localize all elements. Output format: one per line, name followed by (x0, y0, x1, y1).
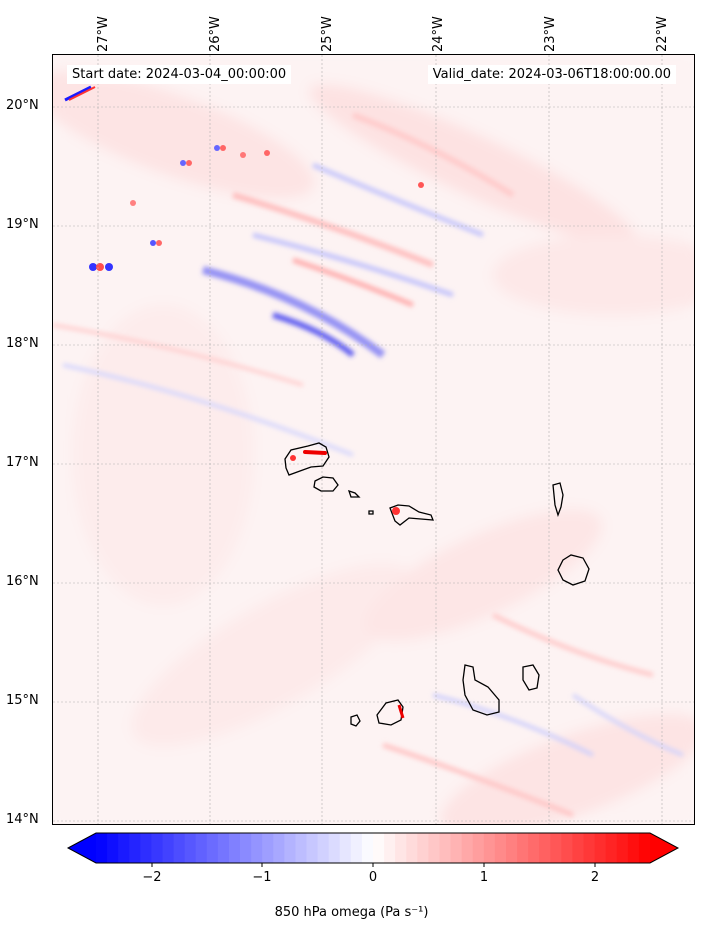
colorbar-extend-max (650, 833, 678, 863)
colorbar-segment (494, 833, 507, 863)
colorbar-segment (572, 833, 585, 863)
colorbar-segment (295, 833, 308, 863)
colorbar-segment (217, 833, 230, 863)
colorbar-segment (395, 833, 407, 863)
colorbar-segment (240, 833, 252, 863)
island-boa-vista (557, 554, 590, 586)
colorbar-segment (461, 833, 474, 863)
island-santo-antao (284, 442, 330, 476)
colorbar-tick-label: 1 (479, 870, 489, 885)
island-hotspots (290, 450, 405, 719)
lat-tick-label: 19°N (6, 217, 39, 232)
colorbar-tick-label: 2 (590, 870, 600, 885)
colorbar-segment (505, 833, 518, 863)
colorbar-segment (251, 833, 263, 863)
omega-background-field (53, 55, 694, 824)
colorbar-segment (317, 833, 330, 863)
colorbar-segments (96, 833, 651, 863)
colorbar-segment (118, 833, 130, 863)
colorbar-segment (140, 833, 152, 863)
colorbar-segment (284, 833, 297, 863)
colorbar-label: 850 hPa omega (Pa s⁻¹) (274, 905, 429, 920)
colorbar-segment (350, 833, 363, 863)
colorbar-segment (517, 833, 529, 863)
omega-wave-bands (53, 112, 684, 818)
colorbar-segment (129, 833, 141, 863)
omega-dipole-cells (64, 85, 424, 271)
colorbar-segment (439, 833, 452, 863)
colorbar-segment (162, 833, 175, 863)
island-sao-vicente (313, 476, 339, 492)
island-brava (350, 714, 361, 727)
island-santa-luzia (347, 489, 361, 498)
colorbar-tick-label: −2 (142, 870, 162, 885)
colorbar-segment (550, 833, 562, 863)
colorbar-outline (66, 832, 680, 864)
colorbar-segment (539, 833, 551, 863)
omega-field-map (53, 55, 694, 824)
colorbar-segment (638, 833, 651, 863)
colorbar-segment (616, 833, 629, 863)
colorbar-segment (206, 833, 219, 863)
colorbar-segment (361, 833, 374, 863)
island-santiago (462, 664, 500, 716)
colorbar-segment (384, 833, 396, 863)
colorbar-segment (273, 833, 285, 863)
map-panel: Start date: 2024-03-04_00:00:00 Valid_da… (52, 54, 695, 825)
colorbar-segment (107, 833, 119, 863)
colorbar-segment (184, 833, 197, 863)
colorbar-extend-min (68, 833, 96, 863)
colorbar-segment (483, 833, 496, 863)
colorbar-tick-label: −1 (252, 870, 272, 885)
colorbar-segment (605, 833, 618, 863)
colorbar-segment (561, 833, 574, 863)
map-gridlines (53, 55, 694, 824)
colorbar-segment (151, 833, 164, 863)
lat-tick-label: 15°N (6, 693, 39, 708)
island-raso (368, 510, 374, 515)
colorbar-segment (373, 833, 385, 863)
lat-tick-label: 16°N (6, 574, 39, 589)
colorbar-segment (417, 833, 429, 863)
lat-tick-label: 20°N (6, 98, 39, 113)
colorbar-segment (262, 833, 274, 863)
valid-date-label: Valid_date: 2024-03-06T18:00:00.00 (427, 65, 676, 84)
colorbar-segment (195, 833, 208, 863)
colorbar-segment (406, 833, 418, 863)
colorbar-segment (627, 833, 640, 863)
colorbar-segment (428, 833, 441, 863)
island-sal (552, 482, 564, 518)
start-date-label: Start date: 2024-03-04_00:00:00 (67, 65, 292, 84)
colorbar-tick-label: 0 (368, 870, 378, 885)
colorbar-segment (173, 833, 186, 863)
colorbar-segment (594, 833, 607, 863)
colorbar-segment (306, 833, 319, 863)
colorbar-segment (450, 833, 463, 863)
colorbar-segment (228, 833, 241, 863)
colorbar-segment (472, 833, 485, 863)
lat-tick-label: 17°N (6, 455, 39, 470)
colorbar-segment (583, 833, 596, 863)
colorbar-ticks (151, 863, 596, 867)
colorbar-segment (96, 833, 108, 863)
colorbar-segment (339, 833, 352, 863)
island-sao-nicolau (389, 504, 434, 526)
colorbar-segment (528, 833, 540, 863)
colorbar-segment (328, 833, 341, 863)
lat-tick-label: 14°N (6, 812, 39, 827)
lat-tick-label: 18°N (6, 336, 39, 351)
island-maio (522, 664, 540, 691)
